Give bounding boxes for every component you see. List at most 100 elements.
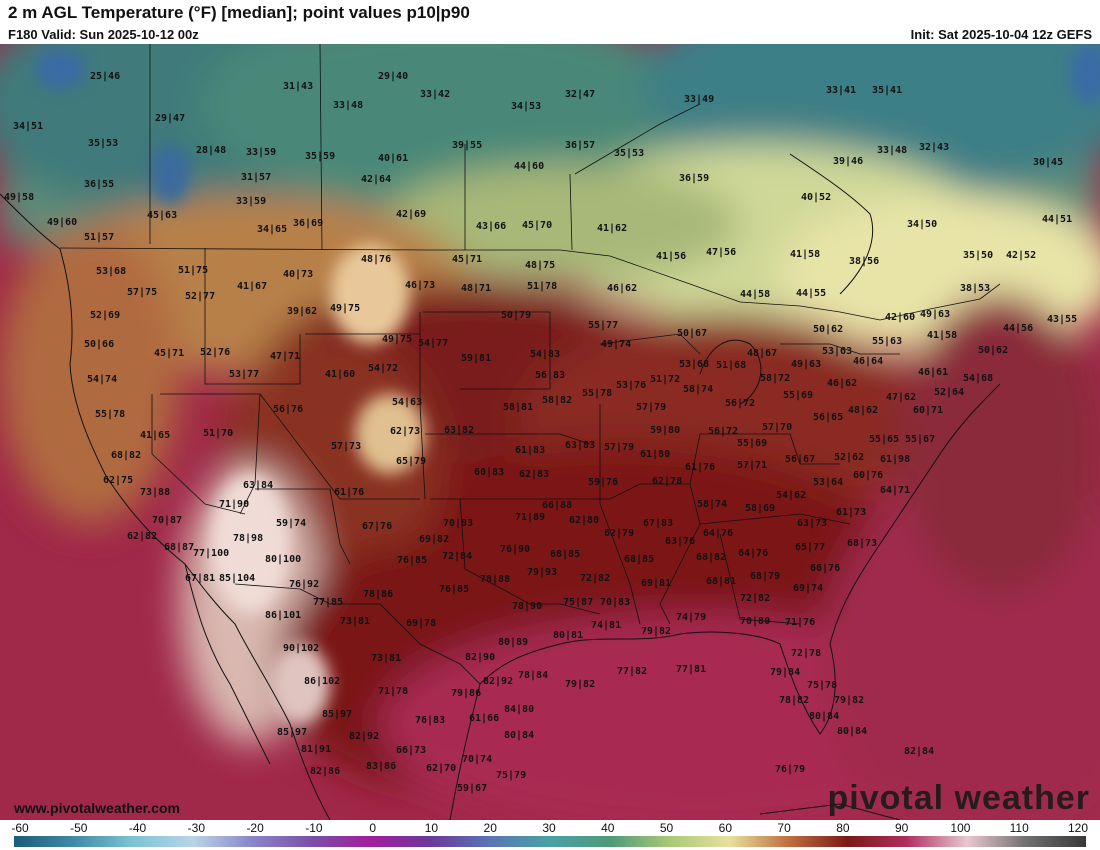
point-value: 68|73 [847,538,878,549]
point-value: 58|69 [745,503,776,514]
init-time: Init: Sat 2025-10-04 12z GEFS [910,27,1092,42]
point-value: 79|84 [770,667,801,678]
point-value: 85|97 [277,727,308,738]
colorbar-tick-label: 80 [836,821,850,835]
point-value: 33|49 [684,94,715,105]
point-value: 34|51 [13,121,44,132]
point-value: 57|75 [127,287,158,298]
point-value: 62|82 [127,531,158,542]
point-value: 41|58 [790,249,821,260]
point-value: 71|76 [785,617,816,628]
point-value: 51|78 [527,281,558,292]
point-value: 67|83 [643,518,674,529]
point-value: 75|79 [496,770,527,781]
point-value: 58|81 [503,402,534,413]
point-value: 28|48 [196,145,227,156]
point-value: 90|102 [283,643,320,654]
point-value: 40|73 [283,269,314,280]
point-value: 78|98 [233,533,264,544]
point-value: 77|85 [313,597,344,608]
point-value: 60|71 [913,405,944,416]
point-value: 76|85 [397,555,428,566]
point-value: 55|67 [905,434,936,445]
point-value: 48|62 [848,405,879,416]
point-value: 74|81 [591,620,622,631]
point-value: 70|83 [600,597,631,608]
point-value: 57|70 [762,422,793,433]
point-value: 73|88 [140,487,171,498]
colorbar-tick-label: 100 [950,821,971,835]
point-value: 48|67 [747,348,778,359]
point-value: 61|98 [880,454,911,465]
brand-logo: pivotal weather [827,779,1090,817]
point-value: 62|79 [604,528,635,539]
point-value: 77|82 [617,666,648,677]
point-value: 82|90 [465,652,496,663]
point-value: 44|56 [1003,323,1034,334]
point-value: 75|87 [563,597,594,608]
point-value: 69|82 [419,534,450,545]
point-value: 57|79 [636,402,667,413]
point-value: 80|100 [265,554,302,565]
point-value: 76|85 [439,584,470,595]
point-value: 33|59 [236,196,267,207]
point-value: 55|69 [783,390,814,401]
point-value: 45|71 [452,254,483,265]
point-value: 49|63 [920,309,951,320]
point-value: 74|79 [676,612,707,623]
point-value: 68|79 [750,571,781,582]
credit-link[interactable]: www.pivotalweather.com [14,800,180,816]
point-value: 66|76 [810,563,841,574]
point-value: 63|73 [797,518,828,529]
point-value: 84|80 [504,704,535,715]
point-value: 42|60 [885,312,916,323]
point-value: 80|89 [498,637,529,648]
point-value: 54|72 [368,363,399,374]
point-value: 68|82 [696,552,727,563]
point-value: 65|79 [396,456,427,467]
point-value: 49|58 [4,192,35,203]
point-value: 80|84 [809,711,840,722]
point-value: 79|82 [641,626,672,637]
point-value: 44|58 [740,289,771,300]
valid-time: F180 Valid: Sun 2025-10-12 00z [8,27,199,42]
point-value: 62|80 [569,515,600,526]
point-value: 46|61 [918,367,949,378]
point-value: 64|71 [880,485,911,496]
point-value: 31|57 [241,172,272,183]
point-value: 64|76 [703,528,734,539]
point-value: 32|43 [919,142,950,153]
point-value: 69|74 [793,583,824,594]
colorbar-tick-label: 40 [601,821,615,835]
point-value: 46|73 [405,280,436,291]
coastlines [0,153,1001,820]
point-value: 70|80 [740,616,771,627]
point-value: 61|73 [836,507,867,518]
temperature-map[interactable]: 25|46 31|43 29|40 33|42 33|48 34|53 32|47 33|49… [0,44,1100,820]
point-value: 35|41 [872,85,903,96]
point-value: 72|78 [791,648,822,659]
colorbar-tick-label: -30 [187,821,205,835]
point-value: 54|62 [776,490,807,501]
point-value: 66|73 [396,745,427,756]
point-value: 31|43 [283,81,314,92]
point-value: 58|74 [683,384,714,395]
colorbar-tick-label: 0 [369,821,376,835]
point-value: 41|58 [927,330,958,341]
point-value: 55|65 [869,434,900,445]
point-value: 36|57 [565,140,596,151]
point-value: 48|71 [461,283,492,294]
point-value: 71|78 [378,686,409,697]
point-value: 57|71 [737,460,768,471]
point-value: 53|68 [679,359,710,370]
point-value: 55|63 [872,336,903,347]
point-value: 41|65 [140,430,171,441]
point-value: 58|74 [697,499,728,510]
point-value: 59|67 [457,783,488,794]
point-value: 65|77 [795,542,826,553]
point-value: 53|77 [229,369,260,380]
point-value: 76|79 [775,764,806,775]
point-value: 67|81 [185,573,216,584]
point-value: 56|72 [708,426,739,437]
point-value: 71|89 [515,512,546,523]
